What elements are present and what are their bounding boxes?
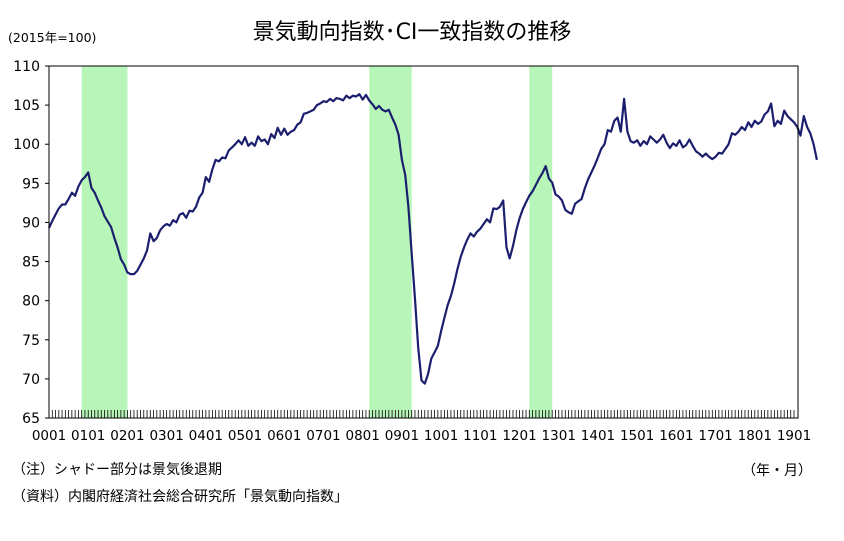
x-tick-label: 0101 [71,428,105,444]
x-tick-label: 1101 [463,428,497,444]
x-tick-label: 0001 [32,428,66,444]
y-unit-label: (2015年=100) [8,30,96,45]
chart-title: 景気動向指数･CI一致指数の推移 [253,20,572,45]
x-tick-label: 1201 [502,428,536,444]
shade-note: （注）シャドー部分は景気後退期 [12,462,222,478]
x-axis: 0001 0101 0201 0301 0401 0501 0601 0701 0801 0901… [32,428,811,444]
y-tick-label: 80 [22,294,40,310]
recession-band-1 [81,66,128,418]
source-note: （資料）内閣府経済社会総合研究所「景気動向指数」 [12,489,348,505]
series-line-1 [48,93,818,385]
y-axis: 65 70 75 80 85 90 95 100 105 110 [13,59,49,427]
x-tick-label: 1301 [542,428,576,444]
y-tick-label: 90 [22,215,40,231]
x-tick-label: 0901 [385,428,419,444]
recession-shading [81,66,553,418]
y-tick-label: 65 [22,411,40,427]
y-tick-label: 70 [22,372,40,388]
x-tick-label: 0501 [228,428,262,444]
x-tick-label: 1401 [581,428,615,444]
x-tick-label: 1601 [659,428,693,444]
y-tick-label: 95 [22,176,40,192]
data-series [48,93,818,385]
x-tick-label: 1701 [698,428,732,444]
x-tick-label: 0301 [149,428,183,444]
plot-frame [48,65,799,419]
x-tick-label: 0201 [110,428,144,444]
y-tick-label: 100 [13,137,40,153]
y-tick-label: 75 [22,333,40,349]
y-tick-label: 105 [13,98,40,114]
x-minor-ticks [48,410,795,418]
x-tick-label: 0701 [306,428,340,444]
x-tick-label: 1501 [620,428,654,444]
y-tick-label: 85 [22,255,40,271]
x-tick-label: 1801 [738,428,772,444]
y-tick-label: 110 [13,59,40,75]
x-tick-label: 1001 [424,428,458,444]
x-tick-label: 0401 [189,428,223,444]
x-tick-label: 0601 [267,428,301,444]
x-tick-label: 1901 [777,428,811,444]
recession-band-3 [529,66,553,418]
x-unit-label: （年・月） [742,463,812,479]
recession-band-2 [369,66,412,418]
x-tick-label: 0801 [346,428,380,444]
